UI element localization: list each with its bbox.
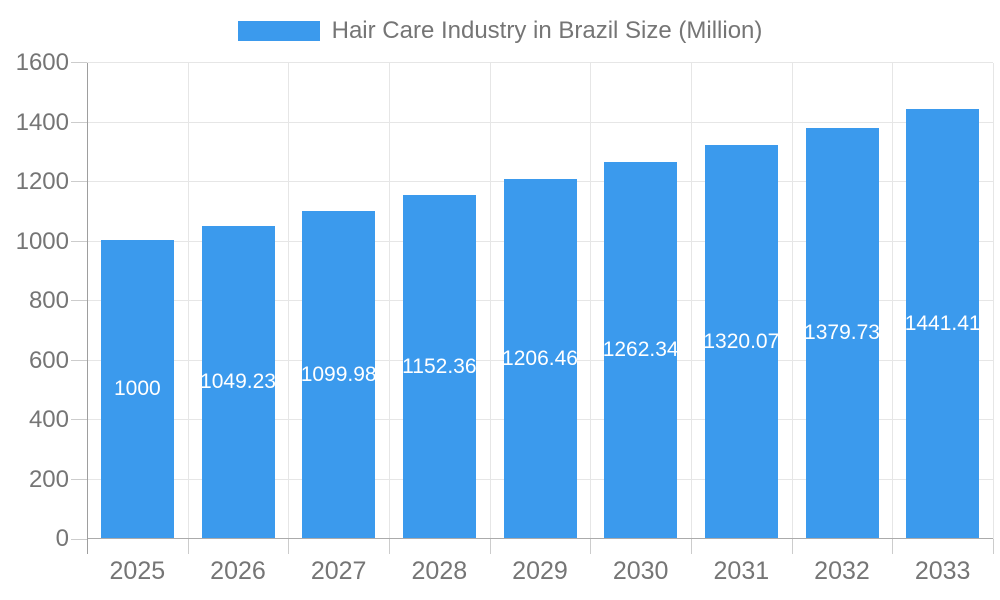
y-axis-line [87,63,88,554]
v-gridline [490,63,491,539]
bar-value-label: 1152.36 [402,354,476,378]
v-gridline [288,63,289,539]
y-axis-tick [71,181,87,182]
bar-value-label: 1262.34 [604,338,678,361]
bar-2027[interactable]: 1099.98 [302,211,376,538]
y-axis-label: 800 [28,287,69,314]
x-axis-tick [188,539,189,554]
v-gridline [892,63,893,539]
bar-value-label: 1099.98 [302,362,376,386]
x-axis-label: 2029 [512,557,568,585]
x-axis-tick [892,539,893,554]
x-axis-tick [389,539,390,554]
bar-2033[interactable]: 1441.41 [906,109,980,538]
x-axis-line [87,538,993,539]
legend[interactable]: Hair Care Industry in Brazil Size (Milli… [0,14,1000,48]
x-axis-label: 2032 [814,557,870,585]
y-axis-label: 400 [28,406,69,433]
y-axis-label: 1000 [15,227,69,255]
bar-2031[interactable]: 1320.07 [704,145,778,538]
bar-2028[interactable]: 1152.36 [402,195,476,538]
v-gridline [691,63,692,539]
x-axis-label: 2033 [914,557,971,585]
x-axis-label: 2031 [713,557,770,585]
x-axis-tick [993,539,994,554]
bar-value-label: 1000 [113,377,161,400]
y-axis-label: 1400 [15,108,69,136]
y-axis-tick [71,359,87,361]
plot-area: 0 200 400 600 800 1000 1200 1400 1600 1000 2025 104… [16,50,994,585]
v-gridline [993,63,994,539]
y-axis-tick [71,300,87,301]
x-axis-label: 2030 [612,557,669,585]
x-axis-tick [691,539,692,554]
y-axis-label: 1200 [15,168,69,195]
bar-value-label: 1206.46 [503,346,577,370]
v-gridline [590,63,591,539]
v-gridline [389,63,390,539]
x-axis-tick [490,539,491,554]
bar-2030[interactable]: 1262.34 [604,162,678,538]
x-axis-label: 2028 [411,557,468,585]
bar-value-label: 1049.23 [201,370,275,393]
h-gridline [87,121,993,123]
y-axis-tick [71,478,87,480]
y-axis-label: 600 [28,346,69,374]
bar-value-label: 1441.41 [906,311,980,335]
y-axis-tick [71,539,87,540]
bar-value-label: 1379.73 [805,321,879,344]
x-axis-label: 2025 [109,557,166,585]
y-axis-tick [71,62,87,63]
x-axis-label: 2027 [310,557,367,585]
x-axis-tick [590,539,591,554]
y-axis-tick [71,240,87,242]
v-gridline [188,63,189,539]
y-axis-label: 200 [28,465,69,493]
bar-2025[interactable]: 1000 [100,240,174,538]
bar-2026[interactable]: 1049.23 [201,226,275,538]
v-gridline [792,63,793,539]
y-axis-tick [71,419,87,420]
x-axis-label: 2026 [210,557,266,585]
bar-value-label: 1320.07 [704,329,778,353]
y-axis-label: 0 [55,525,69,552]
y-axis-tick [71,121,87,123]
legend-color-swatch[interactable] [237,21,320,41]
h-gridline [87,62,993,63]
chart-title: Hair Care Industry in Brazil Size (Milli… [331,17,763,44]
x-axis-tick [792,539,793,554]
bar-2032[interactable]: 1379.73 [805,128,879,538]
y-axis-label: 1600 [15,49,69,76]
x-axis-tick [288,539,289,554]
bar-2029[interactable]: 1206.46 [503,179,577,538]
